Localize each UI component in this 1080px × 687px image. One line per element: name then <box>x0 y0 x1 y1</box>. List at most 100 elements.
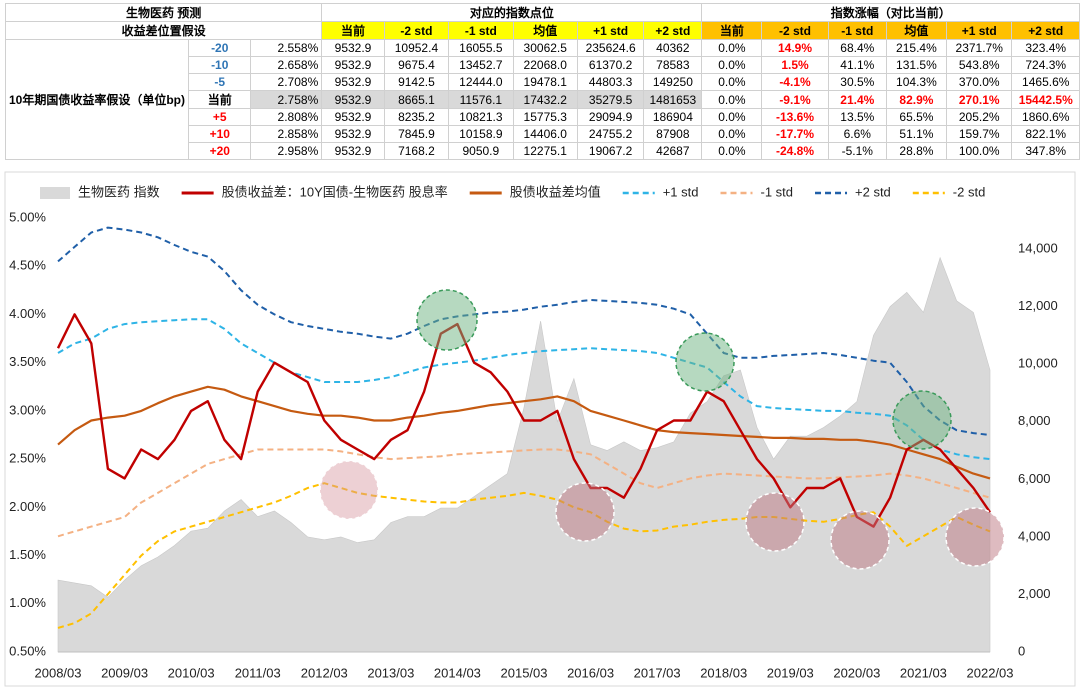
spread-line <box>57 385 991 480</box>
table-cell: 9050.9 <box>448 142 514 160</box>
table-cell: 0.0% <box>701 108 763 126</box>
legend-label: 股债收益差均值 <box>510 184 601 199</box>
legend-item: 股债收益差：10Y国债-生物医药 股息率 <box>181 184 448 199</box>
table-cell: 12444.0 <box>448 73 514 91</box>
table-cell: 13.5% <box>827 108 887 126</box>
row-label: 当前 <box>188 90 252 109</box>
table-cell: 1465.6% <box>1011 73 1080 91</box>
x-tick-label: 2016/03 <box>567 665 614 680</box>
table-cell: -5.1% <box>827 142 887 160</box>
table-cell: 2.658% <box>250 56 323 74</box>
table-cell: 131.5% <box>885 56 947 74</box>
legend-label: 生物医药 指数 <box>78 184 160 199</box>
table-cell: 44803.3 <box>576 73 645 91</box>
table-cell: 822.1% <box>1011 125 1080 143</box>
table-cell: 11576.1 <box>448 90 514 109</box>
y-tick-label: 4.50% <box>9 258 46 273</box>
table-cell: 323.4% <box>1011 39 1080 57</box>
table-row: +20 2.958% 9532.9 7168.2 9050.9 12275.1 19067.… <box>6 142 1080 160</box>
table-cell: 28.8% <box>885 142 947 160</box>
series-layer <box>56 226 991 653</box>
table-cell: 159.7% <box>945 125 1013 143</box>
table-cell: 41.1% <box>827 56 887 74</box>
x-tick-label: 2021/03 <box>900 665 947 680</box>
y2-tick-label: 6,000 <box>1018 471 1051 486</box>
table-cell: 2371.7% <box>945 39 1013 57</box>
low-marker <box>555 482 615 542</box>
table-row: -10 2.658% 9532.9 9675.4 13452.7 22068.0 61370… <box>6 56 1080 74</box>
low-marker <box>830 510 890 570</box>
table-cell: 2.958% <box>250 142 323 160</box>
low-marker <box>745 492 805 552</box>
table-cell: 0.0% <box>701 56 763 74</box>
high-marker <box>892 390 952 450</box>
legend-item: +1 std <box>622 184 699 199</box>
table-cell: 1.5% <box>761 56 829 74</box>
chart: 0.50% 1.00% 1.50% 2.00% 2.50% 3.00% 3.50% 4.00%… <box>4 171 1076 687</box>
spread-line <box>56 313 991 528</box>
x-tick-label: 2015/03 <box>501 665 548 680</box>
table-cell: 9532.9 <box>321 142 385 160</box>
y2-tick-label: 10,000 <box>1018 356 1058 371</box>
low-marker <box>945 507 1005 567</box>
column-header: 均值 <box>512 21 578 40</box>
table-cell: 0.0% <box>701 125 763 143</box>
legend-item: 股债收益差均值 <box>469 184 601 199</box>
y-tick-label: 1.50% <box>9 547 46 562</box>
table-cell: 9532.9 <box>321 39 385 57</box>
table-row: +5 2.808% 9532.9 8235.2 10821.3 15775.3 29094.… <box>6 108 1080 126</box>
table-cell: 13452.7 <box>448 56 514 74</box>
table-cell: 24755.2 <box>576 125 645 143</box>
table-cell: 2.758% <box>250 90 323 109</box>
table-cell: 9532.9 <box>321 56 385 74</box>
low-marker <box>319 460 379 520</box>
table-cell: 12275.1 <box>512 142 578 160</box>
table-cell: 29094.9 <box>576 108 645 126</box>
y2-tick-label: 2,000 <box>1018 586 1051 601</box>
table-cell: 9532.9 <box>321 73 385 91</box>
table-cell: 205.2% <box>945 108 1013 126</box>
y2-tick-label: 4,000 <box>1018 528 1051 543</box>
table-cell: 2.708% <box>250 73 323 91</box>
x-tick-label: 2022/03 <box>967 665 1014 680</box>
x-tick-label: 2014/03 <box>434 665 481 680</box>
table-cell: -9.1% <box>761 90 829 109</box>
y2-tick-label: 14,000 <box>1018 241 1058 256</box>
x-tick-label: 2018/03 <box>700 665 747 680</box>
table-cell: 2.808% <box>250 108 323 126</box>
table-cell: 8665.1 <box>383 90 450 109</box>
y-tick-label: 5.00% <box>9 209 46 224</box>
y-tick-label: 0.50% <box>9 643 46 658</box>
table-cell: 87908 <box>643 125 703 143</box>
y-tick-label: 1.00% <box>9 595 46 610</box>
y2-tick-label: 0 <box>1018 643 1025 658</box>
table-cell: 40362 <box>643 39 703 57</box>
x-tick-label: 2017/03 <box>634 665 681 680</box>
table-cell: 51.1% <box>885 125 947 143</box>
table-cell: 100.0% <box>945 142 1013 160</box>
column-header: +2 std <box>643 21 703 40</box>
table-cell: 10952.4 <box>383 39 450 57</box>
x-tick-label: 2013/03 <box>367 665 414 680</box>
table-cell: 9142.5 <box>383 73 450 91</box>
x-tick-label: 2009/03 <box>101 665 148 680</box>
table-cell: 347.8% <box>1011 142 1080 160</box>
legend-item: 生物医药 指数 <box>40 184 160 199</box>
annotations <box>319 289 1005 570</box>
row-label: +5 <box>188 108 252 126</box>
table-cell: 186904 <box>643 108 703 126</box>
table-cell: 2.858% <box>250 125 323 143</box>
table-cell: 6.6% <box>827 125 887 143</box>
table-cell: -17.7% <box>761 125 829 143</box>
column-header: 当前 <box>701 21 763 40</box>
row-label: -10 <box>188 56 252 74</box>
high-marker <box>675 332 735 392</box>
y-tick-label: 2.00% <box>9 499 46 514</box>
table-cell: 21.4% <box>827 90 887 109</box>
table-cell: 10821.3 <box>448 108 514 126</box>
x-tick-label: 2019/03 <box>767 665 814 680</box>
legend-label: -2 std <box>953 184 986 199</box>
high-marker <box>416 289 478 351</box>
column-header: +2 std <box>1011 21 1080 40</box>
row-label: -20 <box>188 39 252 57</box>
